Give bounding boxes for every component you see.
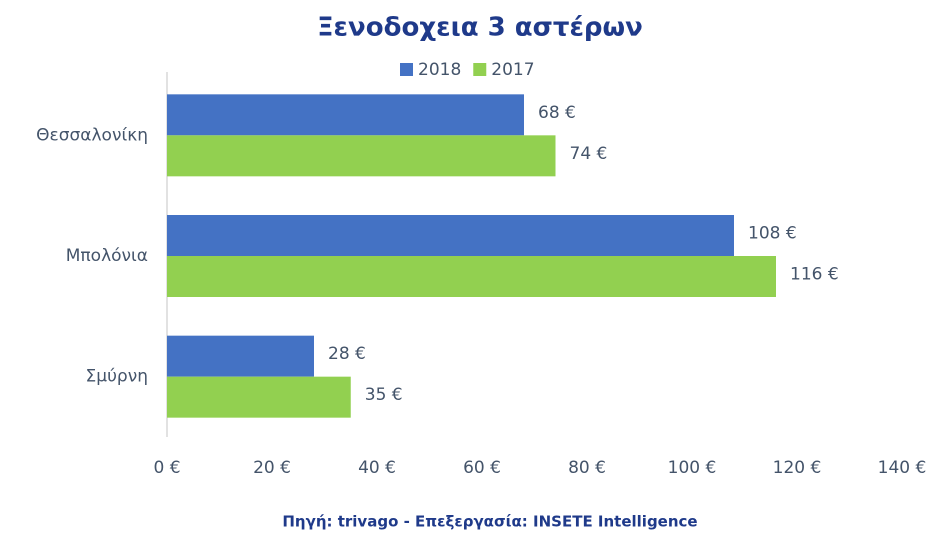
x-tick-label: 140 € — [878, 458, 927, 478]
data-label: 108 € — [748, 224, 797, 244]
legend-swatch — [400, 63, 413, 76]
bar — [167, 335, 314, 377]
source-note: Πηγή: trivago - Επεξεργασία: INSETE Inte… — [282, 513, 697, 531]
data-label: 116 € — [790, 265, 839, 285]
legend-label: 2017 — [491, 60, 534, 80]
x-tick-label: 0 € — [153, 458, 180, 478]
x-tick-label: 20 € — [253, 458, 291, 478]
data-label: 28 € — [328, 344, 366, 364]
y-tick-label: Σμύρνη — [86, 367, 148, 387]
legend-label: 2018 — [418, 60, 461, 80]
y-tick-label: Θεσσαλονίκη — [36, 125, 148, 145]
x-tick-label: 120 € — [773, 458, 822, 478]
bar — [167, 256, 776, 297]
x-tick-label: 80 € — [568, 458, 606, 478]
y-tick-label: Μπολόνια — [66, 246, 148, 266]
bar — [167, 94, 524, 136]
x-tick-label: 60 € — [463, 458, 501, 478]
bar — [167, 215, 734, 256]
bar — [167, 135, 556, 177]
data-label: 68 € — [538, 103, 576, 123]
chart-title: Ξενοδοχεια 3 αστέρων — [317, 13, 643, 43]
data-label: 74 € — [570, 144, 608, 164]
x-tick-label: 40 € — [358, 458, 396, 478]
data-label: 35 € — [365, 385, 403, 405]
x-tick-label: 100 € — [668, 458, 717, 478]
bar — [167, 376, 351, 418]
legend-swatch — [473, 63, 487, 76]
